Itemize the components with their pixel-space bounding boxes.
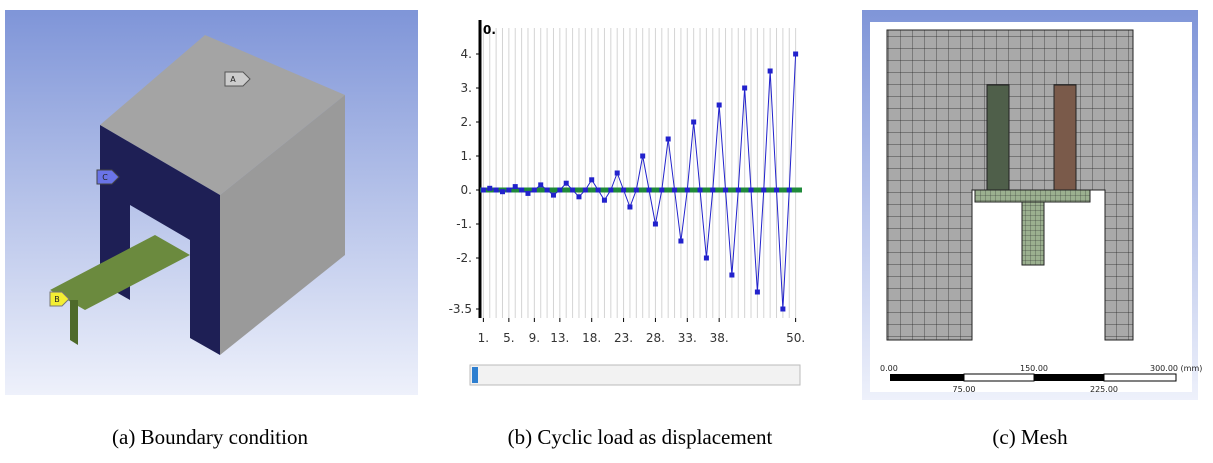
column-right [1054, 85, 1076, 190]
y-tick-label: 0. [461, 183, 472, 197]
point [551, 193, 556, 198]
point [761, 188, 766, 193]
column-left [987, 85, 1009, 190]
point [500, 189, 505, 194]
point [653, 222, 658, 227]
point [576, 194, 581, 199]
point [506, 188, 511, 193]
x-tick-label: 9. [529, 331, 540, 345]
y-label: 0. [483, 23, 496, 37]
point [723, 188, 728, 193]
scale-label: 300.00 (mm) [1150, 364, 1202, 373]
scrollbar [470, 365, 800, 385]
x-tick-label: 33. [678, 331, 697, 345]
point [634, 188, 639, 193]
point [513, 184, 518, 189]
point [659, 188, 664, 193]
x-tick-label: 23. [614, 331, 633, 345]
point [564, 181, 569, 186]
panel-b: 0. 4. 3. 2. 1. 0. -1. -2. -3.5 1. 5. 9. 13. 18. 23. 28.… [449, 20, 806, 385]
point [647, 188, 652, 193]
point [678, 239, 683, 244]
point [487, 186, 492, 191]
point [481, 188, 486, 193]
point [608, 188, 613, 193]
scale-bar [1104, 374, 1176, 381]
point [525, 191, 530, 196]
point [494, 188, 499, 193]
y-tick-label: -1. [456, 217, 472, 231]
point [557, 188, 562, 193]
stem [1022, 202, 1044, 265]
point [583, 188, 588, 193]
point [545, 188, 550, 193]
scale-bar [1034, 374, 1104, 381]
point [602, 198, 607, 203]
point [589, 177, 594, 182]
point [768, 69, 773, 74]
point [615, 171, 620, 176]
scale-label: 150.00 [1020, 364, 1048, 373]
caption: (a) Boundary condition [112, 425, 308, 449]
point [793, 52, 798, 57]
point [729, 273, 734, 278]
point [774, 188, 779, 193]
x-tick-label: 5. [503, 331, 514, 345]
scale-label: 0.00 [880, 364, 898, 373]
x-tick-label: 50. [786, 331, 805, 345]
x-tick-label: 28. [646, 331, 665, 345]
x-tick-label: 13. [550, 331, 569, 345]
label-text: A [230, 75, 236, 84]
scroll-thumb [472, 367, 478, 383]
point [755, 290, 760, 295]
scale-bar [964, 374, 1034, 381]
label-text: C [102, 173, 108, 182]
y-tick-label: 3. [461, 81, 472, 95]
point [749, 188, 754, 193]
point [519, 188, 524, 193]
x-tick-label: 38. [710, 331, 729, 345]
label-text: B [54, 295, 60, 304]
panel-c: 0.00 150.00 300.00 (mm) 75.00 225.00 [862, 10, 1202, 400]
point [672, 188, 677, 193]
scale-label: 225.00 [1090, 385, 1118, 394]
point [717, 103, 722, 108]
scale-label: 75.00 [953, 385, 976, 394]
point [787, 188, 792, 193]
x-tick-label: 1. [478, 331, 489, 345]
y-tick-label: -3.5 [449, 302, 472, 316]
y-tick-label: -2. [456, 251, 472, 265]
y-tick-label: 4. [461, 47, 472, 61]
point [538, 182, 543, 187]
scale-bar [890, 374, 964, 381]
point [691, 120, 696, 125]
y-tick-label: 2. [461, 115, 472, 129]
caption: (c) Mesh [992, 425, 1068, 449]
line [483, 54, 795, 309]
point [685, 188, 690, 193]
point [736, 188, 741, 193]
slab [975, 190, 1090, 202]
caption: (b) Cyclic load as displacement [508, 425, 773, 449]
beam-web [70, 300, 78, 345]
point [698, 188, 703, 193]
x-tick-label: 18. [582, 331, 601, 345]
point [710, 188, 715, 193]
figure: A B C 0. 4. 3. 2. 1. 0. -1. -2. -3.5 1. 5. 9. 13. 18.… [0, 0, 1213, 463]
point [704, 256, 709, 261]
point [742, 86, 747, 91]
point [640, 154, 645, 159]
y-tick-label: 1. [461, 149, 472, 163]
point [570, 188, 575, 193]
point [596, 188, 601, 193]
point [666, 137, 671, 142]
point [532, 188, 537, 193]
point [627, 205, 632, 210]
point [621, 188, 626, 193]
panel-a: A B C [5, 10, 418, 395]
point [780, 307, 785, 312]
